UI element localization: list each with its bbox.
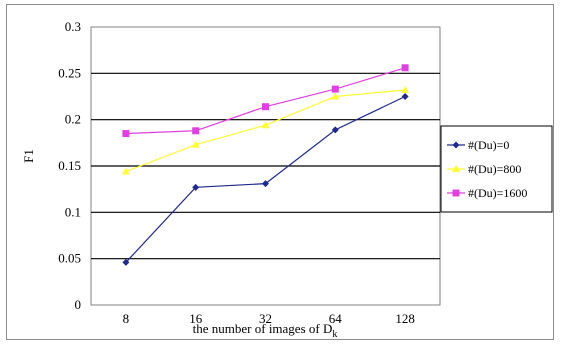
data-point [262, 180, 269, 188]
legend-entry: #(Du)=1600 [447, 186, 527, 200]
x-tick-label: 128 [395, 311, 415, 326]
legend-swatch-marker [452, 165, 460, 172]
data-point [331, 92, 340, 100]
data-point [261, 121, 270, 129]
legend-swatch-marker [452, 189, 460, 197]
y-tick-label: 0.2 [65, 112, 81, 127]
gridlines [91, 72, 440, 260]
data-point [262, 103, 269, 111]
x-tick-label: 16 [189, 311, 203, 326]
data-point [122, 258, 130, 266]
x-axis-title-subscript: k [332, 329, 337, 340]
series-3 [122, 64, 409, 138]
line-chart: 0 0.05 0.1 0.15 0.2 0.25 0.3 8 16 32 64 128 F1 the… [21, 19, 553, 340]
x-axis-title-main: the number of images of D [193, 321, 333, 336]
x-axis-title: the number of images of Dk [193, 321, 338, 340]
x-tick-label: 8 [123, 311, 129, 326]
data-point [192, 127, 200, 135]
legend-label: #(Du)=1600 [468, 186, 527, 200]
data-point [191, 140, 200, 148]
legend-items: #(Du)=0 #(Du)=800 #(Du)=1600 [447, 138, 527, 200]
legend: #(Du)=0 #(Du)=800 #(Du)=1600 [440, 125, 553, 213]
x-tick-label: 32 [259, 311, 272, 326]
data-point [192, 183, 200, 191]
series-group [121, 64, 410, 266]
legend-label: #(Du)=800 [468, 162, 521, 176]
data-point [401, 86, 410, 94]
legend-entry: #(Du)=800 [447, 162, 521, 176]
data-point [401, 93, 409, 100]
x-tick-labels: 8 16 32 64 128 [123, 311, 415, 326]
data-point [331, 126, 339, 134]
legend-swatch-marker [452, 141, 460, 149]
legend-label: #(Du)=0 [468, 138, 509, 152]
data-point [401, 64, 409, 72]
y-tick-label: 0.25 [58, 65, 81, 80]
y-tick-labels: 0 0.05 0.1 0.15 0.2 0.25 0.3 [58, 19, 81, 312]
series-2 [121, 86, 410, 175]
y-tick-label: 0.05 [58, 251, 81, 266]
chart-frame: 0 0.05 0.1 0.15 0.2 0.25 0.3 8 16 32 64 128 F1 the… [6, 4, 554, 340]
series-1 [122, 93, 409, 266]
y-axis-title: F1 [21, 149, 36, 163]
y-tick-label: 0.15 [58, 158, 81, 173]
y-tick-label: 0.3 [65, 19, 81, 34]
legend-entry: #(Du)=0 [447, 138, 509, 152]
y-tick-label: 0.1 [65, 204, 81, 219]
y-tick-label: 0 [75, 297, 82, 312]
x-tick-label: 64 [329, 311, 343, 326]
data-point [122, 130, 130, 138]
data-point [331, 85, 339, 93]
data-point [121, 167, 130, 175]
